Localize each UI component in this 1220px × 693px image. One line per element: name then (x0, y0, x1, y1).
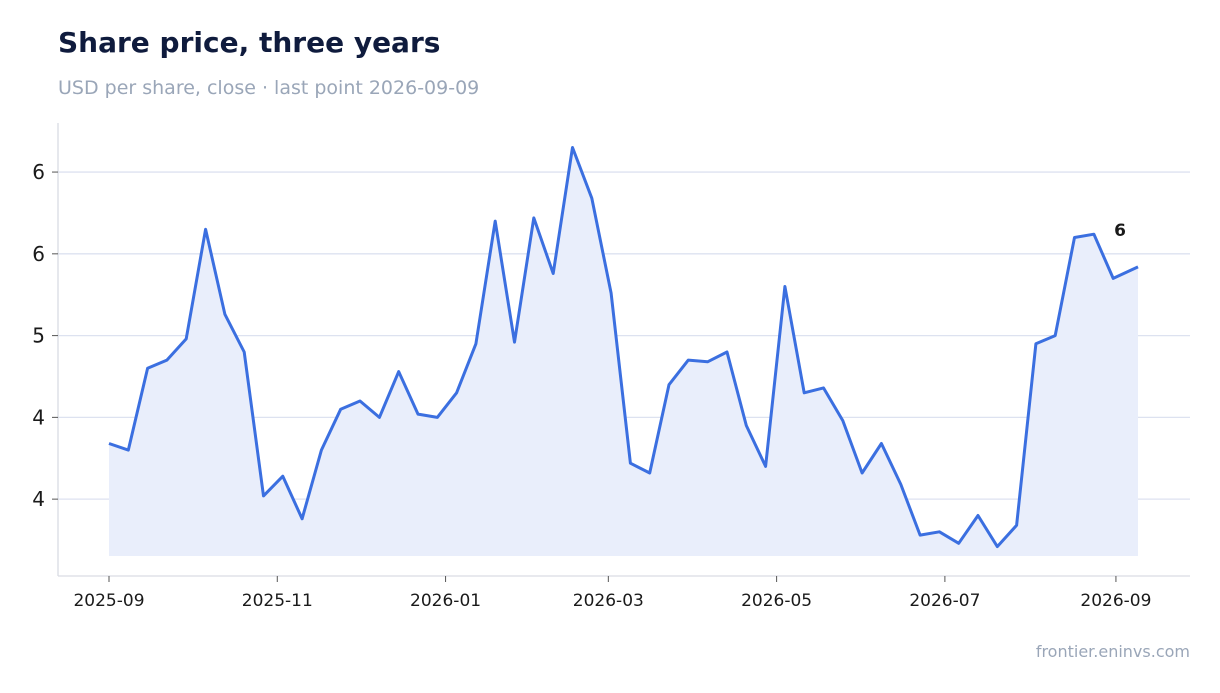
last-value-label: 6 (1114, 221, 1126, 241)
x-tick-label: 2026-03 (573, 591, 644, 611)
chart-subtitle: USD per share, close · last point 2026-0… (58, 77, 480, 99)
chart-title: Share price, three years (58, 26, 441, 59)
y-axis-ticks: 4 4 5 6 6 (32, 160, 58, 511)
x-tick-label: 2026-01 (410, 591, 481, 611)
y-tick-label: 4 (32, 405, 45, 429)
x-tick-label: 2025-09 (73, 591, 144, 611)
y-tick-label: 5 (32, 324, 45, 348)
x-tick-label: 2026-05 (741, 591, 812, 611)
y-tick-label: 6 (32, 160, 45, 184)
source-credit: frontier.eninvs.com (1035, 642, 1190, 661)
x-tick-label: 2026-09 (1080, 591, 1151, 611)
x-tick-label: 2025-11 (242, 591, 313, 611)
price-area-fill (109, 147, 1138, 556)
y-tick-label: 4 (32, 487, 45, 511)
x-tick-label: 2026-07 (909, 591, 980, 611)
x-axis-ticks: 2025-09 2025-11 2026-01 2026-03 2026-05 2026-… (73, 576, 1151, 611)
price-line (108, 146, 1139, 549)
axes (57, 123, 1190, 577)
y-tick-label: 6 (32, 242, 45, 266)
